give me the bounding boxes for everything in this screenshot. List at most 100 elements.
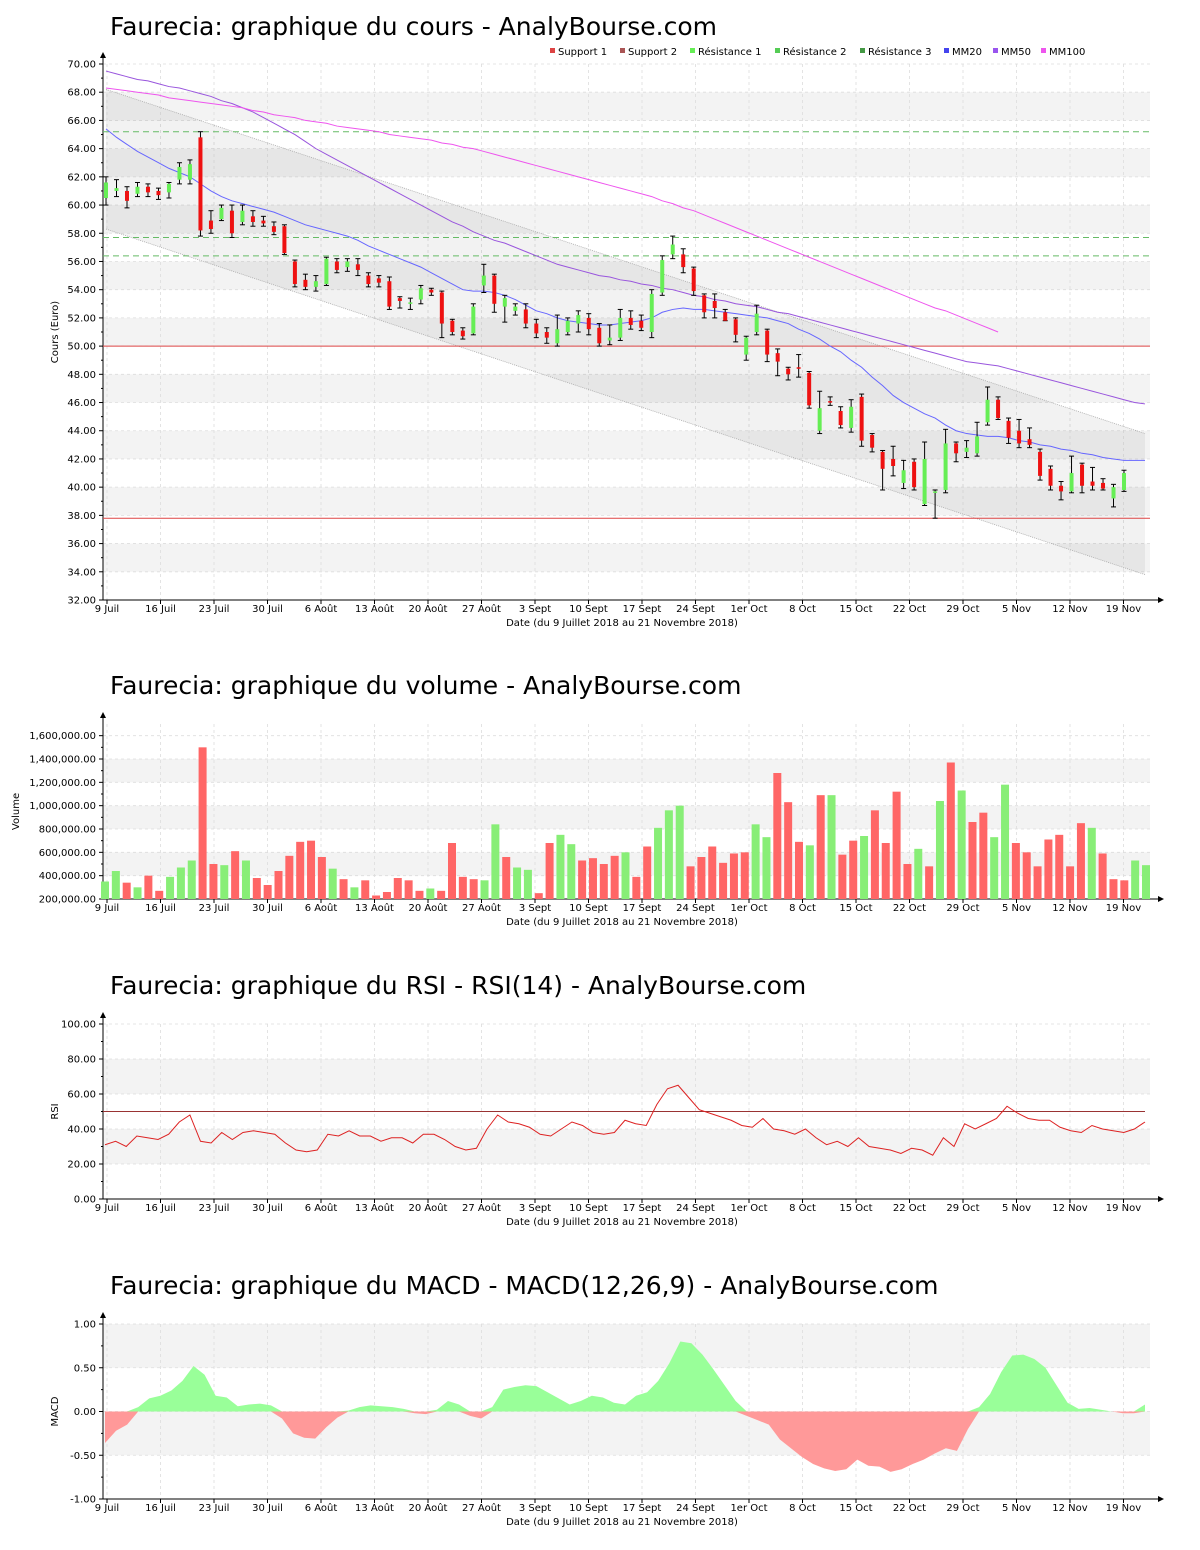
volume-bar	[1001, 784, 1010, 899]
candle-body	[534, 323, 539, 334]
candle	[670, 235, 676, 260]
candle-body	[985, 399, 990, 423]
volume-bar	[925, 866, 934, 899]
grid-band	[103, 374, 1150, 403]
x-tick-label: 9 Juil	[95, 903, 119, 914]
volume-bar	[719, 862, 728, 899]
candle	[365, 272, 371, 288]
volume-bar	[610, 855, 619, 899]
candle-body	[817, 408, 822, 431]
candle-body	[670, 244, 675, 255]
candle-body	[429, 289, 434, 293]
y-axis-label: RSI	[50, 1103, 61, 1119]
volume-bar	[914, 848, 923, 899]
x-axis-arrow	[1158, 896, 1164, 902]
x-tick-label: 16 Juil	[145, 903, 176, 914]
candle-body	[754, 313, 759, 332]
candle-body	[964, 447, 969, 452]
x-tick-label: 3 Sept	[519, 604, 551, 615]
candle-body	[849, 406, 854, 428]
y-tick-label: 0.50	[74, 1363, 96, 1374]
x-tick-label: 23 Juil	[199, 1503, 230, 1514]
candle	[712, 293, 718, 319]
candle	[995, 396, 1001, 420]
candle-body	[807, 372, 812, 406]
candle-body	[303, 279, 308, 287]
y-tick-label: 0.00	[74, 1195, 96, 1206]
candle	[239, 204, 245, 226]
candle-body	[544, 332, 549, 338]
candle	[323, 256, 329, 286]
candle-body	[922, 458, 927, 505]
volume-bar	[415, 890, 424, 899]
rsi-line	[104, 1084, 1146, 1156]
candle-body	[1080, 464, 1085, 486]
volume-bar	[990, 837, 999, 899]
volume-bar	[513, 867, 522, 899]
volume-bar	[1066, 866, 1075, 899]
candle-body	[408, 302, 413, 304]
x-tick-label: 20 Août	[409, 1502, 448, 1514]
volume-bar	[881, 843, 890, 899]
candle	[302, 273, 308, 291]
candle	[628, 310, 634, 330]
candle	[869, 433, 875, 453]
candle	[355, 258, 361, 277]
legend-swatch	[944, 48, 949, 53]
candle-body	[208, 220, 213, 230]
volume-bar	[827, 795, 836, 899]
candle-body	[523, 309, 528, 324]
candle	[1027, 427, 1033, 449]
x-tick-label: 30 Juil	[252, 1503, 283, 1514]
volume-bar	[599, 864, 608, 899]
x-tick-label: 15 Oct	[839, 903, 872, 914]
candle-body	[912, 461, 917, 488]
candle	[491, 273, 497, 313]
candle	[565, 317, 571, 336]
grid-band	[103, 205, 1150, 234]
y-axis-label: Volume	[11, 793, 22, 830]
x-tick-label: 30 Juil	[252, 1203, 283, 1214]
volume-bar	[317, 857, 326, 899]
volume-bar	[654, 827, 663, 899]
x-tick-label: 6 Août	[305, 1502, 338, 1514]
x-tick-label: 27 Août	[462, 902, 501, 914]
volume-bar	[274, 871, 283, 899]
candle-body	[828, 401, 833, 403]
volume-bar	[187, 860, 196, 899]
x-tick-label: 12 Nov	[1052, 604, 1088, 615]
volume-bar	[393, 878, 402, 899]
volume-bar	[296, 841, 305, 899]
candle-body	[607, 337, 612, 341]
candle	[932, 489, 938, 519]
volume-bar	[491, 824, 500, 899]
candle-body	[901, 470, 906, 483]
x-tick-label: 16 Juil	[145, 1203, 176, 1214]
x-tick-label: 19 Nov	[1106, 1503, 1142, 1514]
x-tick-label: 6 Août	[305, 1202, 338, 1214]
volume-bar	[534, 893, 543, 899]
mm20-line	[105, 128, 1145, 461]
candle-body	[513, 306, 518, 311]
x-axis-label: Date (du 9 Juillet 2018 au 21 Novembre 2…	[506, 1517, 738, 1528]
volume-bar	[621, 852, 630, 899]
y-tick-label: 60.00	[67, 1090, 96, 1101]
candle-body	[1017, 430, 1022, 444]
grid-band	[103, 1411, 1150, 1456]
candle-body	[880, 451, 885, 469]
volume-bar	[935, 801, 944, 899]
candle	[533, 318, 539, 339]
x-tick-label: 13 Août	[355, 902, 394, 914]
candle-body	[723, 312, 728, 321]
x-tick-label: 8 Oct	[789, 604, 816, 615]
candle	[575, 310, 581, 333]
candle	[785, 366, 791, 381]
trend-channel	[106, 89, 1145, 575]
candle	[733, 317, 739, 343]
volume-bar	[675, 805, 684, 899]
candle-body	[1111, 487, 1116, 499]
candle	[512, 303, 518, 316]
candle-body	[460, 330, 465, 337]
grid-band	[103, 1324, 1150, 1368]
x-tick-label: 23 Juil	[199, 1203, 230, 1214]
